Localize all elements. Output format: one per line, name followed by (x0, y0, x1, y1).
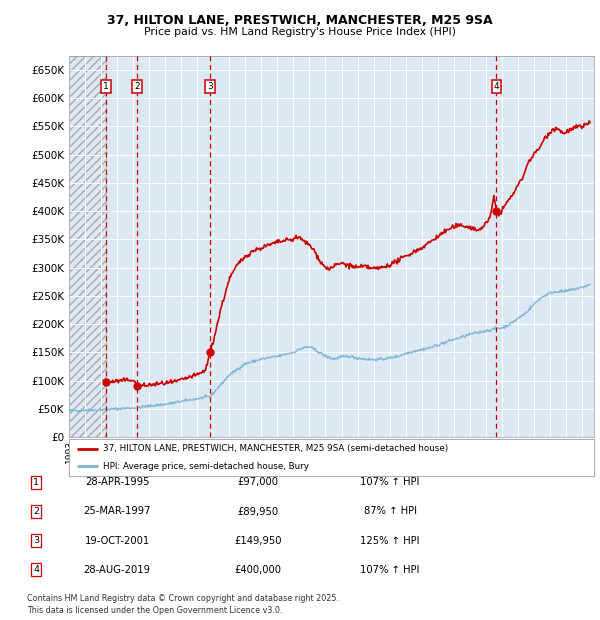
Text: 4: 4 (33, 565, 39, 574)
Text: 1: 1 (33, 478, 39, 487)
Text: £97,000: £97,000 (238, 477, 278, 487)
Text: 107% ↑ HPI: 107% ↑ HPI (361, 565, 419, 575)
Text: Contains HM Land Registry data © Crown copyright and database right 2025.
This d: Contains HM Land Registry data © Crown c… (27, 594, 339, 615)
Text: £400,000: £400,000 (235, 565, 281, 575)
Text: £89,950: £89,950 (238, 507, 278, 516)
Text: 3: 3 (33, 536, 39, 545)
Text: 3: 3 (207, 82, 213, 91)
Text: 2: 2 (134, 82, 140, 91)
Text: 1: 1 (103, 82, 109, 91)
Text: 28-APR-1995: 28-APR-1995 (85, 477, 149, 487)
Text: 107% ↑ HPI: 107% ↑ HPI (361, 477, 419, 487)
Text: HPI: Average price, semi-detached house, Bury: HPI: Average price, semi-detached house,… (103, 462, 309, 471)
Text: 125% ↑ HPI: 125% ↑ HPI (360, 536, 420, 546)
Text: 87% ↑ HPI: 87% ↑ HPI (364, 507, 416, 516)
Text: 2: 2 (33, 507, 39, 516)
Bar (69, 56, 106, 437)
Text: 37, HILTON LANE, PRESTWICH, MANCHESTER, M25 9SA (semi-detached house): 37, HILTON LANE, PRESTWICH, MANCHESTER, … (103, 444, 448, 453)
Text: 25-MAR-1997: 25-MAR-1997 (83, 507, 151, 516)
Text: 4: 4 (494, 82, 499, 91)
Text: £149,950: £149,950 (234, 536, 282, 546)
Text: 37, HILTON LANE, PRESTWICH, MANCHESTER, M25 9SA: 37, HILTON LANE, PRESTWICH, MANCHESTER, … (107, 14, 493, 27)
Text: 28-AUG-2019: 28-AUG-2019 (83, 565, 151, 575)
Text: 19-OCT-2001: 19-OCT-2001 (85, 536, 149, 546)
Text: Price paid vs. HM Land Registry's House Price Index (HPI): Price paid vs. HM Land Registry's House … (144, 27, 456, 37)
